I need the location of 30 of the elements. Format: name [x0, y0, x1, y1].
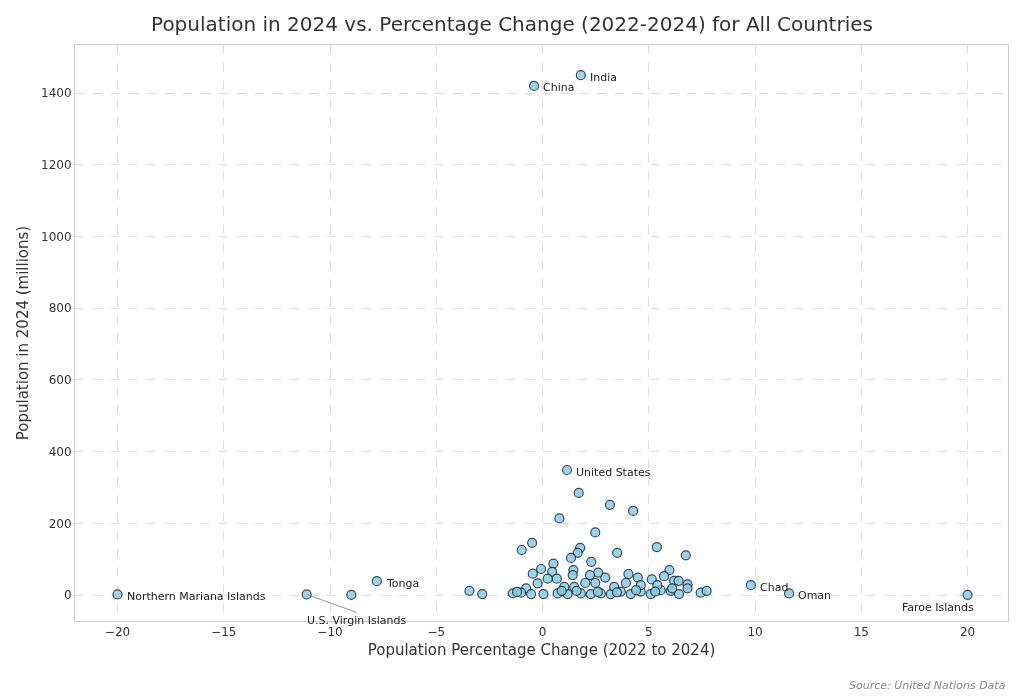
annotation: India [590, 71, 617, 84]
x-tick-label: −20 [104, 625, 131, 640]
annotation: United States [576, 466, 651, 479]
x-tick-label: −5 [427, 625, 446, 640]
annotation: U.S. Virgin Islands [307, 614, 407, 627]
annotation: Northern Mariana Islands [127, 590, 266, 603]
y-tick-label: 0 [63, 588, 72, 603]
x-tick-label: −15 [211, 625, 237, 640]
y-tick-label: 1000 [41, 229, 72, 244]
annotation: Oman [798, 589, 832, 602]
annotation: Tonga [386, 577, 420, 590]
x-tick-label: 0 [538, 625, 547, 640]
y-tick-label: 1200 [41, 157, 72, 172]
x-tick-label: −10 [317, 625, 343, 640]
y-tick-label: 800 [48, 301, 72, 316]
x-tick-label: 20 [959, 625, 976, 640]
chart-title: Population in 2024 vs. Percentage Change (2022-2024) for All Countries [151, 12, 873, 37]
y-axis-title: Population in 2024 (millions) [14, 225, 33, 441]
annotation: China [543, 81, 575, 94]
y-tick-label: 400 [48, 444, 72, 459]
y-tick-label: 1400 [41, 86, 72, 101]
x-tick-label: 5 [645, 625, 653, 640]
annotation: Faroe Islands [902, 601, 975, 614]
x-tick-label: 10 [747, 625, 763, 640]
x-tick-label: 15 [853, 625, 869, 640]
x-axis-title: Population Percentage Change (2022 to 2024) [367, 641, 716, 660]
annotation: Chad [760, 581, 789, 594]
y-tick-label: 600 [48, 373, 72, 388]
source-note: Source: United Nations Data [849, 679, 1006, 692]
y-tick-label: 200 [48, 516, 72, 531]
